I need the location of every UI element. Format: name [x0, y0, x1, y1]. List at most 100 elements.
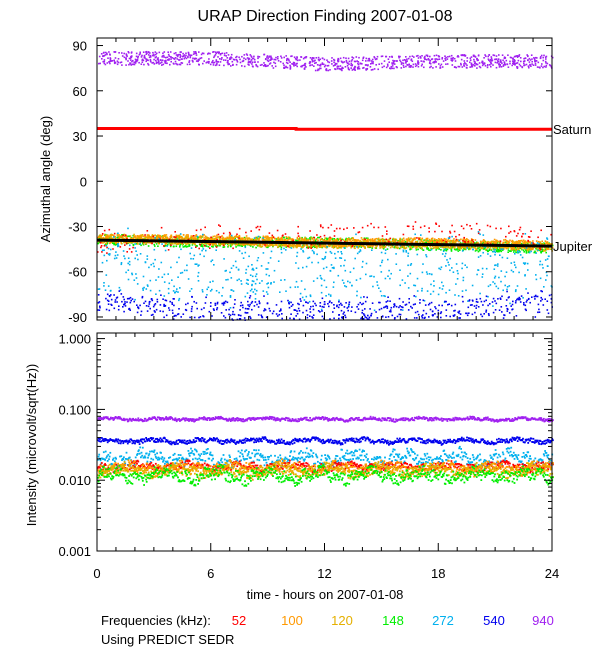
data-point — [455, 240, 457, 242]
data-point — [494, 246, 496, 249]
data-point — [319, 243, 321, 246]
data-point — [267, 245, 269, 247]
data-point — [500, 247, 503, 249]
data-point — [513, 242, 516, 245]
data-point — [464, 62, 466, 64]
data-point — [493, 241, 495, 243]
data-point — [518, 54, 521, 56]
data-point — [264, 244, 266, 246]
data-point — [255, 273, 258, 275]
data-point — [536, 66, 539, 68]
data-point — [542, 250, 544, 253]
data-point — [302, 64, 305, 67]
data-point — [506, 63, 509, 66]
data-point — [506, 242, 508, 245]
data-point — [212, 64, 215, 66]
data-point — [244, 295, 247, 298]
data-point — [201, 244, 203, 247]
data-point — [503, 239, 505, 241]
data-point — [114, 57, 117, 59]
data-point — [463, 240, 466, 243]
data-point — [279, 291, 281, 293]
data-point — [429, 66, 431, 69]
data-point — [202, 52, 205, 55]
data-point — [438, 238, 441, 241]
data-point — [321, 57, 324, 60]
data-point — [502, 64, 505, 66]
data-point — [105, 242, 107, 245]
data-point — [487, 240, 489, 243]
data-point — [223, 54, 226, 57]
data-point — [425, 54, 428, 57]
data-point — [208, 239, 211, 241]
data-point — [247, 237, 250, 239]
data-point — [518, 55, 520, 57]
data-point — [212, 235, 214, 238]
data-point — [270, 282, 272, 284]
data-point — [311, 60, 314, 63]
data-point — [508, 225, 510, 228]
data-point — [169, 56, 172, 58]
data-point — [313, 60, 315, 62]
data-point — [402, 233, 405, 236]
data-point — [237, 242, 240, 245]
data-point — [325, 247, 328, 249]
data-point — [455, 263, 458, 265]
data-point — [241, 252, 243, 255]
data-point — [218, 243, 220, 245]
data-point — [214, 245, 217, 247]
data-point — [242, 237, 244, 239]
data-point — [361, 226, 364, 229]
data-point — [452, 57, 454, 59]
data-point — [101, 249, 104, 252]
data-point — [438, 287, 441, 289]
data-point — [272, 67, 275, 69]
data-point — [500, 270, 503, 272]
data-point — [479, 242, 482, 245]
data-point — [381, 237, 384, 240]
data-point — [482, 62, 484, 65]
data-point — [109, 234, 112, 236]
data-point — [149, 56, 152, 58]
data-point — [506, 257, 509, 259]
data-point — [379, 240, 382, 243]
data-point — [318, 245, 320, 247]
data-point — [207, 60, 210, 63]
data-point — [319, 58, 321, 61]
data-point — [197, 58, 200, 61]
data-point — [454, 241, 456, 243]
data-point — [163, 245, 165, 247]
data-point — [235, 56, 237, 59]
data-point — [507, 249, 510, 251]
data-point — [450, 57, 452, 60]
data-point — [499, 249, 501, 251]
data-point — [454, 60, 457, 62]
data-point — [423, 60, 425, 63]
data-point — [343, 244, 346, 246]
data-point — [175, 234, 178, 237]
data-point — [173, 242, 176, 245]
data-point — [410, 59, 412, 61]
data-point — [381, 261, 383, 264]
data-point — [308, 62, 311, 64]
data-point — [499, 248, 501, 250]
data-point — [360, 237, 363, 239]
data-point — [402, 249, 405, 252]
data-point — [372, 245, 374, 247]
data-point — [130, 59, 132, 61]
data-point — [491, 59, 494, 61]
data-point — [520, 239, 523, 242]
data-point — [305, 238, 307, 241]
data-point — [178, 53, 180, 56]
data-point — [323, 58, 326, 61]
data-point — [485, 267, 488, 270]
data-point — [389, 237, 392, 240]
data-point — [462, 241, 465, 244]
data-point — [104, 51, 107, 54]
data-point — [409, 66, 412, 68]
data-point — [481, 242, 484, 245]
data-point — [212, 51, 214, 53]
data-point — [433, 238, 436, 240]
data-point — [180, 62, 183, 64]
data-point — [417, 54, 419, 57]
